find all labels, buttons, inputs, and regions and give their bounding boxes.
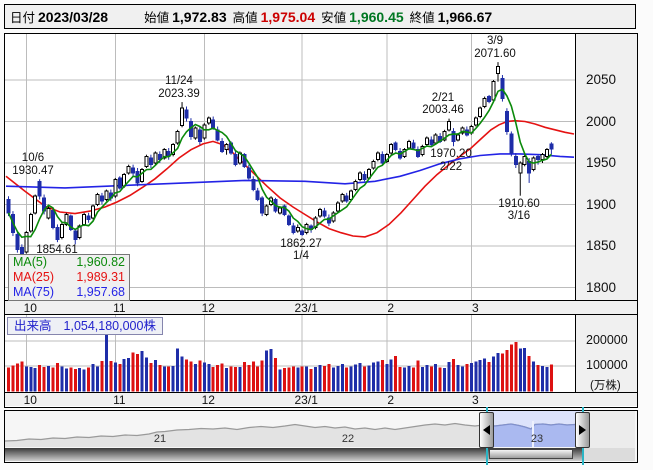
left-arrow-icon xyxy=(483,425,490,435)
price-chart-plot[interactable]: 10/61930.471854.6110/1311/242023.391862.… xyxy=(5,34,576,301)
info-bar: 日付 2023/03/28 始値 1,972.83 高値 1,975.04 安値… xyxy=(4,4,636,29)
ma-legend-row: MA(25) 1,989.31 xyxy=(13,270,125,284)
volume-unit-label: (万株) xyxy=(590,380,621,392)
open-value: 1,972.83 xyxy=(172,8,227,25)
year-label: 21 xyxy=(153,433,167,445)
x-axis-months-top: 10 11 12 23/1 2 3 xyxy=(5,300,637,315)
chart-annotation: 2/21 2003.46 xyxy=(422,91,464,117)
scrollbar-thumb[interactable] xyxy=(489,449,573,459)
ma-legend-row: MA(75) 1,957.68 xyxy=(13,285,125,299)
ma-legend: MA(5) 1,960.82 MA(25) 1,989.31 MA(75) 1,957.6… xyxy=(8,254,130,301)
date-range-slider[interactable]: 21 22 23 xyxy=(4,407,638,465)
low-label: 安値 xyxy=(321,11,347,25)
chart-annotation: 1910.60 3/16 xyxy=(498,197,540,223)
slider-right-handle[interactable] xyxy=(575,412,590,448)
low-value: 1,960.45 xyxy=(349,8,404,25)
month-tick-label: 23/1 xyxy=(294,301,318,315)
month-tick-label: 12 xyxy=(201,301,215,315)
slider-scrollbar[interactable] xyxy=(5,448,583,461)
price-tick-label: 1900 xyxy=(586,196,617,212)
year-label: 23 xyxy=(530,433,544,445)
price-tick-label: 1800 xyxy=(586,279,617,295)
month-tick-label: 23/1 xyxy=(294,393,318,407)
chart-annotation: 10/6 1930.47 xyxy=(12,152,54,177)
month-tick-label: 11 xyxy=(113,393,126,407)
volume-axis: 200000 100000 (万株) xyxy=(576,315,637,392)
volume-plot[interactable]: 出来高 1,054,180,000株 xyxy=(5,315,576,392)
chart-frame: 10/61930.471854.6110/1311/242023.391862.… xyxy=(4,33,638,408)
open-label: 始値 xyxy=(144,11,170,25)
date-value: 2023/03/28 xyxy=(38,8,109,25)
right-arrow-icon xyxy=(579,425,586,435)
date-label: 日付 xyxy=(10,11,36,25)
ma-legend-row: MA(5) 1,960.82 xyxy=(13,255,125,269)
high-label: 高値 xyxy=(232,11,258,25)
chart-annotation: 1970.20 2/22 xyxy=(430,148,472,173)
volume-value: 1,054,180,000株 xyxy=(63,319,156,333)
volume-label-box: 出来高 1,054,180,000株 xyxy=(7,317,163,335)
month-tick-label: 3 xyxy=(471,301,479,315)
chart-annotation: 3/9 2071.60 xyxy=(474,35,516,60)
month-tick-label: 12 xyxy=(201,393,215,407)
volume-tick-label: 100000 xyxy=(586,358,628,372)
volume-title: 出来高 xyxy=(14,319,52,333)
price-tick-label: 1950 xyxy=(586,155,617,170)
month-tick-label: 2 xyxy=(387,393,395,407)
year-label: 22 xyxy=(341,433,355,445)
month-tick-label: 3 xyxy=(471,393,479,407)
month-tick-label: 10 xyxy=(23,393,37,407)
chart-annotation: 1862.27 1/4 xyxy=(280,237,322,263)
chart-annotation: 11/24 2023.39 xyxy=(158,75,200,100)
slider-scrollbar-right xyxy=(583,448,635,461)
month-tick-label: 2 xyxy=(387,301,395,315)
price-tick-label: 2050 xyxy=(586,72,617,87)
volume-tick-label: 200000 xyxy=(586,333,628,347)
price-tick-label: 2000 xyxy=(586,113,617,129)
close-label: 終値 xyxy=(409,11,435,25)
month-tick-label: 11 xyxy=(113,301,126,315)
price-axis: 2050 2000 1950 1900 1850 1800 xyxy=(576,34,637,300)
high-value: 1,975.04 xyxy=(260,8,316,25)
price-tick-label: 1850 xyxy=(586,238,617,253)
slider-left-handle[interactable] xyxy=(479,412,494,448)
close-value: 1,966.67 xyxy=(437,8,493,25)
x-axis-months-bottom: 10 11 12 23/1 2 3 xyxy=(5,392,637,407)
month-tick-label: 10 xyxy=(23,301,37,315)
